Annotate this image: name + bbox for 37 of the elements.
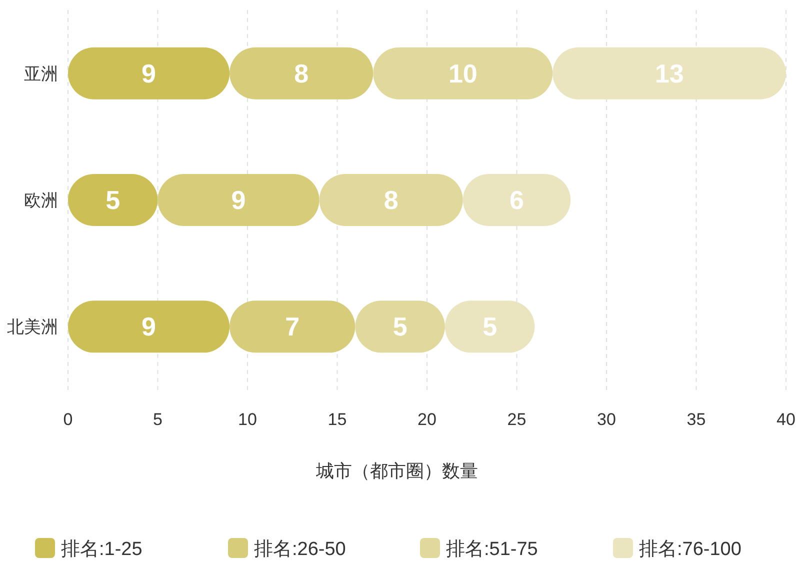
data-label: 13 xyxy=(654,58,684,88)
data-label: 9 xyxy=(142,58,156,88)
data-label: 5 xyxy=(106,185,120,215)
x-tick-label: 20 xyxy=(418,410,436,429)
y-tick-label: 亚洲 xyxy=(24,64,58,84)
bar xyxy=(230,300,356,353)
data-label: 5 xyxy=(392,312,408,342)
data-label: 7 xyxy=(285,312,300,342)
y-tick-label: 欧洲 xyxy=(24,191,58,210)
data-label: 8 xyxy=(294,58,309,88)
x-tick-label: 35 xyxy=(686,410,706,429)
x-tick-label: 0 xyxy=(63,410,73,429)
bar xyxy=(230,47,374,100)
bar xyxy=(158,174,320,226)
data-label: 9 xyxy=(142,312,156,342)
bar xyxy=(552,47,786,100)
x-tick-label: 15 xyxy=(328,410,347,429)
legend-label: 排名:26-50 xyxy=(254,539,346,560)
x-tick-label: 5 xyxy=(153,410,162,429)
x-tick-label: 10 xyxy=(238,410,257,429)
data-label: 9 xyxy=(231,185,246,215)
bar xyxy=(68,47,230,100)
bar xyxy=(319,174,463,226)
legend-label: 排名:1-25 xyxy=(61,539,142,560)
data-label: 8 xyxy=(384,185,398,215)
x-tick-label: 40 xyxy=(776,410,796,429)
x-axis-title: 城市（都市圈）数量 xyxy=(315,461,478,481)
x-tick-label: 25 xyxy=(507,410,526,429)
bar xyxy=(68,300,230,353)
data-label: 5 xyxy=(482,312,498,342)
data-label: 6 xyxy=(510,185,524,215)
y-tick-label: 北美洲 xyxy=(7,318,58,337)
legend-label: 排名:51-75 xyxy=(446,539,538,560)
legend-label: 排名:76-100 xyxy=(639,539,742,560)
x-tick-label: 30 xyxy=(597,410,616,429)
bar xyxy=(373,47,553,100)
data-label: 10 xyxy=(448,58,478,88)
